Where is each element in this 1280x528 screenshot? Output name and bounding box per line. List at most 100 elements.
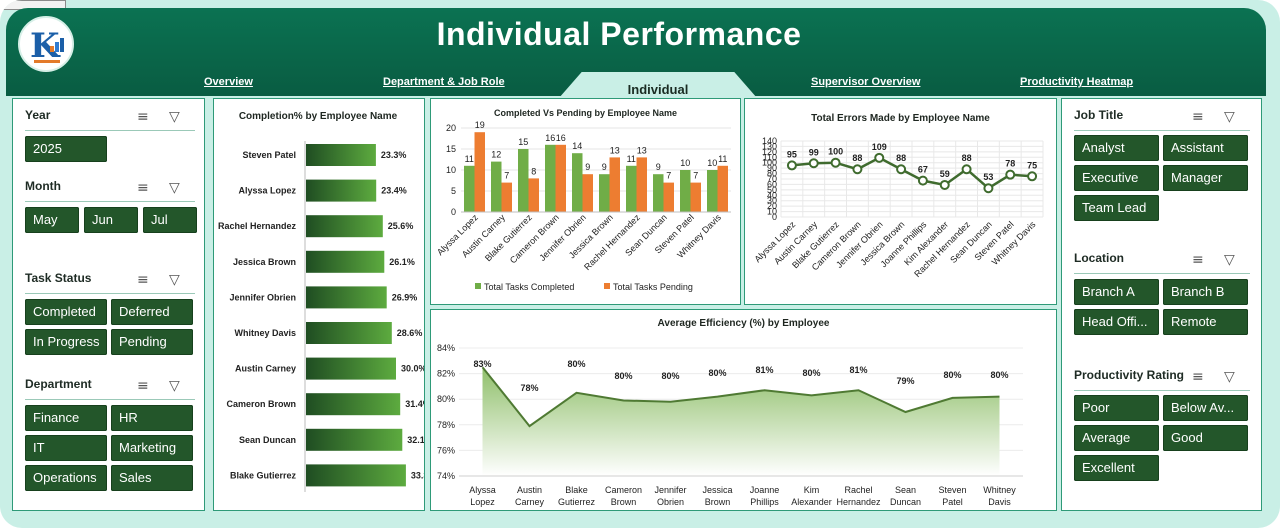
productivity-rating-option-below-av[interactable]: Below Av... — [1163, 395, 1248, 421]
month-option-jul[interactable]: Jul — [143, 207, 197, 233]
point-value-label: 88 — [852, 153, 862, 163]
nav-department-link[interactable]: Department & Job Role — [383, 76, 505, 88]
bar — [306, 286, 387, 309]
point-value-label: 79% — [896, 376, 914, 386]
bar-value-label: 14 — [572, 141, 582, 151]
task-status-option-completed[interactable]: Completed — [25, 299, 107, 325]
month-slicer-title: Month — [25, 179, 61, 193]
bar — [717, 165, 728, 212]
department-option-finance[interactable]: Finance — [25, 405, 107, 431]
point-value-label: 80% — [614, 371, 632, 381]
job-title-option-team-lead[interactable]: Team Lead — [1074, 195, 1159, 221]
nav-overview-link[interactable]: Overview — [204, 76, 253, 88]
task-status-slicer: Task Status ≡ ▽ Completed Deferred In Progres… — [25, 271, 195, 361]
year-slicer-title: Year — [25, 108, 51, 122]
data-point — [830, 157, 841, 168]
y-tick-label: 5 — [451, 186, 456, 196]
department-option-hr[interactable]: HR — [111, 405, 193, 431]
point-value-label: 81% — [849, 365, 867, 375]
productivity-rating-option-poor[interactable]: Poor — [1074, 395, 1159, 421]
nav-supervisor-link[interactable]: Supervisor Overview — [811, 76, 921, 88]
task-status-option-in-progress[interactable]: In Progress — [25, 329, 107, 355]
efficiency-chart-title: Average Efficiency (%) by Employee — [657, 318, 830, 329]
job-title-option-assistant[interactable]: Assistant — [1163, 135, 1248, 161]
slicer-divider — [25, 201, 195, 202]
department-option-sales[interactable]: Sales — [111, 465, 193, 491]
y-tick-label: 10 — [446, 165, 456, 175]
department-option-marketing[interactable]: Marketing — [111, 435, 193, 461]
productivity-rating-option-good[interactable]: Good — [1163, 425, 1248, 451]
bar — [636, 157, 647, 212]
bar-value-label: 26.9% — [392, 292, 418, 302]
multi-select-icon[interactable]: ≡ — [1192, 369, 1204, 385]
category-label: Sean Duncan — [239, 435, 296, 445]
location-option-branch-a[interactable]: Branch A — [1074, 279, 1159, 305]
x-tick-label: Blake Gutierrez — [558, 485, 596, 507]
point-value-label: 59 — [940, 169, 950, 179]
nav-heatmap-link[interactable]: Productivity Heatmap — [1020, 76, 1134, 88]
y-tick-label: 10 — [767, 207, 777, 217]
category-label: Steven Patel — [242, 150, 296, 160]
bar-value-label: 11 — [627, 154, 636, 164]
task-status-option-deferred[interactable]: Deferred — [111, 299, 193, 325]
bar-value-label: 7 — [666, 171, 671, 181]
clear-filter-icon[interactable]: ▽ — [169, 109, 180, 125]
data-point — [852, 164, 863, 175]
bar-value-label: 9 — [585, 162, 590, 172]
multi-select-icon[interactable]: ≡ — [1192, 252, 1204, 268]
productivity-rating-option-excellent[interactable]: Excellent — [1074, 455, 1159, 481]
clear-filter-icon[interactable]: ▽ — [169, 378, 180, 394]
productivity-rating-option-average[interactable]: Average — [1074, 425, 1159, 451]
bar — [555, 144, 566, 212]
clear-filter-icon[interactable]: ▽ — [1224, 252, 1235, 268]
bar-value-label: 23.3% — [381, 150, 407, 160]
bar-value-label: 10 — [707, 158, 717, 168]
clear-filter-icon[interactable]: ▽ — [1224, 369, 1235, 385]
department-option-operations[interactable]: Operations — [25, 465, 107, 491]
bar — [306, 250, 385, 273]
bar-value-label: 15 — [518, 137, 528, 147]
job-title-option-manager[interactable]: Manager — [1163, 165, 1248, 191]
month-option-may[interactable]: May — [25, 207, 79, 233]
clear-filter-icon[interactable]: ▽ — [169, 180, 180, 196]
location-option-branch-b[interactable]: Branch B — [1163, 279, 1248, 305]
point-value-label: 80% — [567, 359, 585, 369]
job-title-option-executive[interactable]: Executive — [1074, 165, 1159, 191]
job-title-option-analyst[interactable]: Analyst — [1074, 135, 1159, 161]
task-status-option-pending[interactable]: Pending — [111, 329, 193, 355]
point-value-label: 80% — [661, 371, 679, 381]
bar — [707, 170, 718, 212]
multi-select-icon[interactable]: ≡ — [1192, 109, 1204, 125]
department-option-it[interactable]: IT — [25, 435, 107, 461]
year-option-2025[interactable]: 2025 — [25, 136, 107, 162]
productivity-rating-slicer-title: Productivity Rating — [1074, 368, 1185, 382]
location-option-head-offi[interactable]: Head Offi... — [1074, 309, 1159, 335]
x-tick-label: Jessica Brown — [702, 485, 732, 507]
month-option-jun[interactable]: Jun — [84, 207, 138, 233]
data-point — [917, 175, 928, 186]
slicer-divider — [25, 293, 195, 294]
multi-select-icon[interactable]: ≡ — [137, 180, 149, 196]
multi-select-icon[interactable]: ≡ — [137, 378, 149, 394]
point-value-label: 53 — [983, 172, 993, 182]
location-slicer-title: Location — [1074, 251, 1124, 265]
y-tick-label: 70 — [767, 174, 777, 184]
bar-value-label: 11 — [718, 154, 727, 164]
point-value-label: 80% — [990, 370, 1008, 380]
productivity-rating-slicer: Productivity Rating ≡ ▽ Poor Below Av... Aver… — [1074, 368, 1250, 488]
bar — [474, 132, 485, 212]
bar — [663, 182, 674, 212]
multi-select-icon[interactable]: ≡ — [137, 109, 149, 125]
location-option-remote[interactable]: Remote — [1163, 309, 1248, 335]
category-label: Austin Carney — [235, 364, 296, 374]
bar-value-label: 13 — [637, 145, 647, 155]
clear-filter-icon[interactable]: ▽ — [1224, 109, 1235, 125]
efficiency-chart-panel: Average Efficiency (%) by Employee 74% 76… — [430, 309, 1057, 511]
legend-swatch — [604, 283, 610, 289]
multi-select-icon[interactable]: ≡ — [137, 272, 149, 288]
bar-value-label: 30.0% — [401, 364, 424, 374]
point-value-label: 80% — [708, 368, 726, 378]
point-value-label: 88 — [896, 153, 906, 163]
clear-filter-icon[interactable]: ▽ — [169, 272, 180, 288]
